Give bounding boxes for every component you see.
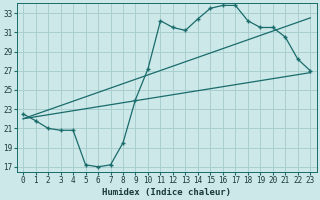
X-axis label: Humidex (Indice chaleur): Humidex (Indice chaleur) (102, 188, 231, 197)
